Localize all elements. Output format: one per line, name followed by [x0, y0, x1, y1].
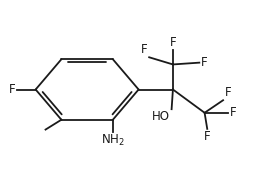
Text: F: F [169, 36, 176, 49]
Text: NH$_2$: NH$_2$ [101, 133, 125, 148]
Text: F: F [230, 106, 236, 119]
Text: F: F [9, 83, 16, 96]
Text: F: F [201, 56, 207, 69]
Text: F: F [224, 86, 231, 99]
Text: F: F [204, 130, 211, 143]
Text: HO: HO [152, 110, 170, 123]
Text: F: F [141, 43, 148, 56]
